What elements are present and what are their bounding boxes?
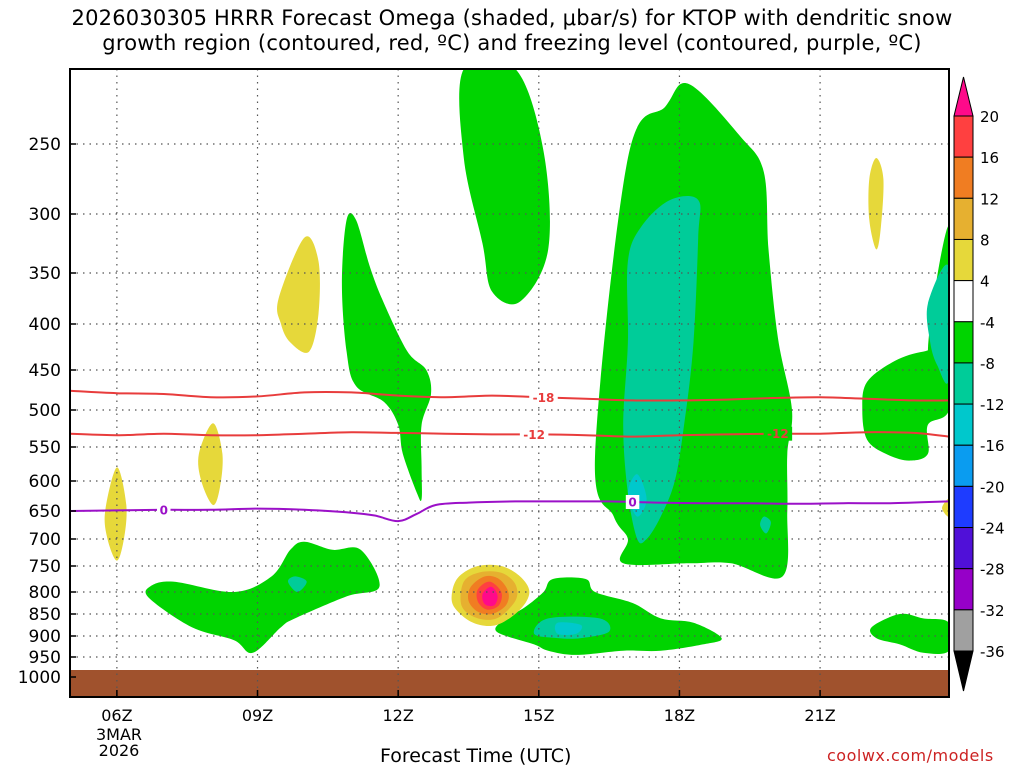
colorbar-segment-1 — [953, 115, 974, 158]
ground-surface — [70, 670, 949, 697]
colorbar-segment-7 — [953, 362, 974, 405]
colorbar-label--36: -36 — [980, 643, 1005, 661]
y-tick-label-350: 350 — [29, 264, 61, 284]
omega-region-18 — [868, 158, 884, 250]
y-tick-label-500: 500 — [29, 401, 61, 421]
colorbar-segment-5 — [953, 280, 974, 323]
contour-label-bg--12-1 — [763, 426, 793, 441]
contour-label-bg--18-0 — [529, 390, 558, 405]
y-tick-label-600: 600 — [29, 472, 61, 492]
y-axis: 2503003504004505005506006507007508008509… — [18, 135, 76, 688]
y-tick-label-250: 250 — [29, 135, 61, 155]
y-tick-label-700: 700 — [29, 530, 61, 550]
omega-region-19 — [942, 498, 949, 517]
colorbar: 20 16 12 8 4 -4 -8 -12 -16 -20 -24 -28 -32 -36 — [953, 76, 1005, 692]
colorbar-label-12: 12 — [980, 190, 999, 208]
omega-region-16 — [198, 423, 223, 506]
y-tick-label-1000: 1000 — [18, 668, 61, 688]
colorbar-label--4: -4 — [980, 314, 995, 332]
omega-region-14 — [554, 622, 583, 636]
credit-text: coolwx.com/models — [827, 746, 994, 765]
contour-line--12 — [70, 431, 949, 438]
omega-region-15 — [277, 236, 320, 353]
contour-line-0 — [70, 500, 949, 523]
y-tick-label-400: 400 — [29, 315, 61, 335]
colorbar-segment-6 — [953, 321, 974, 364]
omega-region-3 — [145, 541, 380, 654]
y-tick-label-900: 900 — [29, 627, 61, 647]
colorbar-label-16: 16 — [980, 149, 999, 167]
contour-label-0-0: 0 — [160, 503, 168, 517]
x-tick-label-09Z: 09Z — [242, 706, 273, 725]
y-tick-label-650: 650 — [29, 502, 61, 522]
temperature-contours: -18 -12 -12 0 0 — [70, 389, 949, 523]
y-tick-label-850: 850 — [29, 605, 61, 625]
colorbar-segment-4 — [953, 238, 974, 282]
colorbar-segment-2 — [953, 156, 974, 199]
omega-region-11 — [760, 516, 771, 534]
contour-line--18 — [70, 389, 949, 402]
x-tick-label-18Z: 18Z — [664, 706, 695, 725]
contour-label--12-1: -12 — [767, 427, 789, 441]
y-tick-label-450: 450 — [29, 361, 61, 381]
colorbar-label-8: 8 — [980, 231, 990, 249]
omega-region-17 — [104, 467, 127, 561]
contour-label-bg--12-0 — [519, 427, 549, 442]
colorbar-label--12: -12 — [980, 396, 1005, 414]
colorbar-segment-11 — [953, 527, 974, 570]
colorbar-segment-3 — [953, 197, 974, 240]
colorbar-segment-12 — [953, 568, 974, 611]
x-tick-label-06Z: 06Z — [101, 706, 132, 725]
omega-region-1 — [341, 212, 432, 502]
title-line-1: 2026030305 HRRR Forecast Omega (shaded, … — [71, 6, 953, 30]
x-tick-label-15Z: 15Z — [523, 706, 554, 725]
contour-label-bg-0-0 — [157, 502, 171, 517]
y-tick-label-300: 300 — [29, 205, 61, 225]
colorbar-label--32: -32 — [980, 602, 1005, 620]
omega-region-0 — [459, 69, 550, 305]
omega-region-4 — [495, 577, 722, 655]
contour-label--18-0: -18 — [533, 391, 555, 405]
colorbar-segment-14 — [953, 650, 974, 692]
y-tick-label-750: 750 — [29, 557, 61, 577]
y-tick-label-950: 950 — [29, 648, 61, 668]
plot-frame — [69, 68, 950, 698]
colorbar-segment-9 — [953, 444, 974, 487]
colorbar-label--28: -28 — [980, 561, 1005, 579]
x-tick-label-21Z: 21Z — [804, 706, 835, 725]
contour-label--12-0: -12 — [523, 428, 545, 442]
omega-region-12 — [926, 264, 949, 384]
chart-title: 2026030305 HRRR Forecast Omega (shaded, … — [0, 6, 1024, 56]
y-tick-label-550: 550 — [29, 438, 61, 458]
colorbar-segment-0 — [953, 76, 974, 117]
x-axis-title: Forecast Time (UTC) — [380, 745, 572, 767]
y-tick-label-800: 800 — [29, 583, 61, 603]
colorbar-segment-13 — [953, 609, 974, 652]
colorbar-label--16: -16 — [980, 437, 1005, 455]
title-line-2: growth region (contoured, red, ºC) and f… — [102, 31, 922, 55]
grid-lines — [70, 69, 949, 697]
contour-label-bg-0-1 — [625, 495, 640, 509]
x-axis: 3MAR 2026 06Z 09Z 12Z 15Z 18Z 21Z — [96, 690, 836, 760]
colorbar-label-4: 4 — [980, 273, 990, 291]
colorbar-segment-8 — [953, 403, 974, 446]
date-label-day: 3MAR — [96, 725, 142, 744]
colorbar-segment-10 — [953, 485, 974, 529]
omega-region-6 — [870, 613, 949, 654]
contour-label-0-1: 0 — [628, 496, 636, 510]
colorbar-label--20: -20 — [980, 478, 1005, 496]
x-tick-label-12Z: 12Z — [382, 706, 413, 725]
date-label-year: 2026 — [99, 741, 140, 760]
omega-region-10 — [287, 576, 307, 592]
colorbar-label--8: -8 — [980, 355, 995, 373]
colorbar-label--24: -24 — [980, 520, 1005, 538]
colorbar-label-20: 20 — [980, 108, 999, 126]
